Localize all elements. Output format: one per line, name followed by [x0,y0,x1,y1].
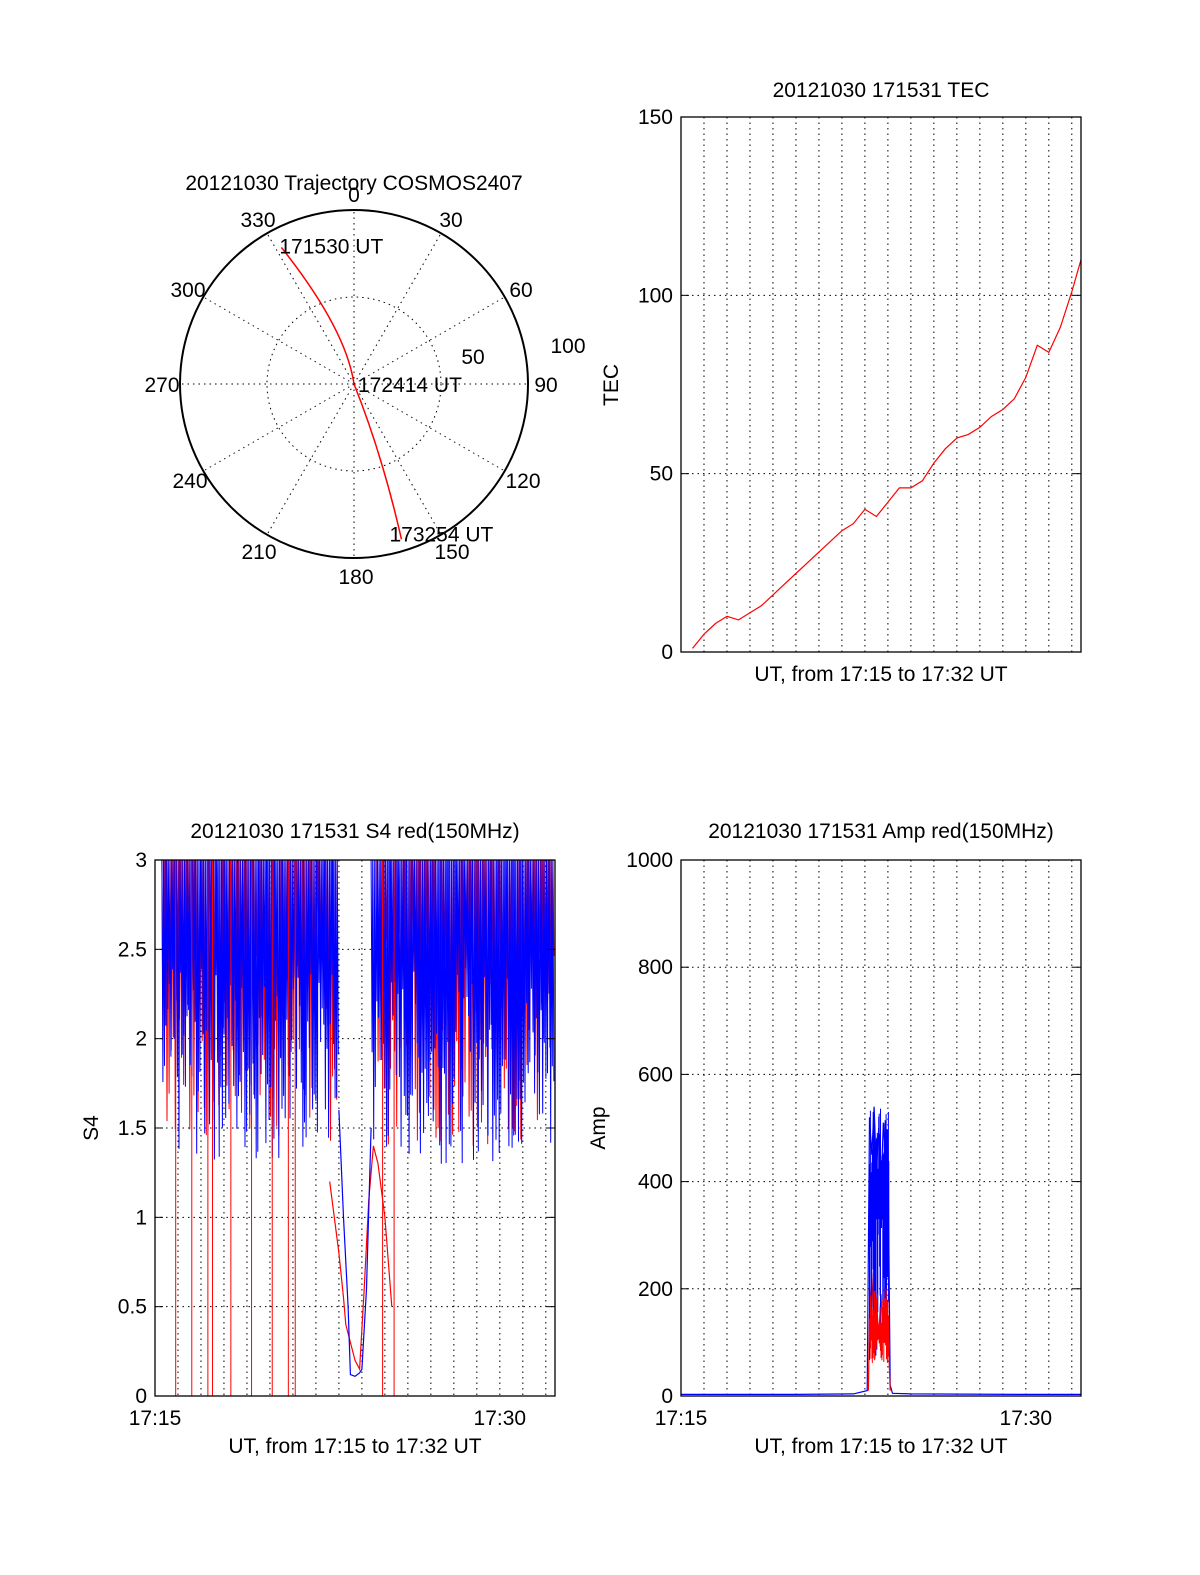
amp-ytick-label: 1000 [626,849,673,872]
s4-title: 20121030 171531 S4 red(150MHz) [190,820,519,843]
polar-angle-label: 210 [241,541,276,564]
s4-series-line [338,1110,372,1377]
s4-series-line [329,1145,393,1372]
polar-outer-ring [179,209,529,559]
tec-ytick-label: 50 [650,463,673,486]
polar-angle-label: 150 [434,541,469,564]
s4-xtick-label: 17:30 [474,1407,527,1430]
s4-ytick-label: 2 [135,1028,147,1051]
trajectory-mid-label: 172414 UT [358,374,462,397]
polar-angle-label: 30 [439,209,462,232]
tec-ytick-label: 150 [638,106,673,129]
amp-y-axis-label: Amp [587,1106,610,1149]
s4-ytick-label: 3 [135,849,147,872]
tec-ytick-label: 100 [638,284,673,307]
polar-angle-label: 300 [170,279,205,302]
polar-radial-label: 100 [550,335,585,358]
polar-spoke [266,383,355,535]
polar-angle-label: 330 [240,209,275,232]
amp-ytick-label: 800 [638,956,673,979]
s4-plot: 20121030 171531 S4 red(150MHz) 0 0.5 1 1.5 2… [80,820,556,1458]
s4-ytick-label: 2.5 [118,938,147,961]
polar-angle-label: 120 [505,470,540,493]
s4-xtick-label: 17:15 [129,1407,182,1430]
amp-frame [680,859,1082,1397]
polar-spoke [266,233,355,385]
tec-title: 20121030 171531 TEC [773,79,990,102]
polar-spoke [353,233,442,385]
tec-y-axis-label: TEC [600,364,623,406]
polar-radial-label: 50 [461,346,484,369]
tec-x-axis-label: UT, from 17:15 to 17:32 UT [754,663,1007,686]
tec-ytick-label: 0 [661,641,673,664]
trajectory-start-label: 171530 UT [279,235,383,258]
polar-spoke [353,383,505,472]
s4-y-axis-label: S4 [80,1115,103,1141]
amp-ytick-label: 0 [661,1385,673,1408]
amp-ytick-label: 400 [638,1171,673,1194]
s4-blue-noise [161,859,555,1164]
amp-ytick-label: 600 [638,1063,673,1086]
polar-angle-label: 180 [338,566,373,589]
s4-ytick-label: 0 [135,1385,147,1408]
s4-ytick-label: 1 [135,1206,147,1229]
amp-blue-burst [869,1108,890,1360]
tec-series-line [692,259,1082,649]
s4-x-axis-label: UT, from 17:15 to 17:32 UT [228,1435,481,1458]
polar-spoke [203,296,355,385]
trajectory-track-line [280,246,403,540]
trajectory-polar-plot: 20121030 Trajectory COSMOS2407 0 30 60 90 12… [144,172,585,589]
polar-angle-label: 0 [348,184,360,207]
s4-frame [154,859,556,1397]
tec-frame [680,116,1082,653]
tec-plot: 20121030 171531 TEC 0 50 100 150 TEC UT, fr… [600,79,1082,686]
amp-ytick-label: 200 [638,1278,673,1301]
amp-title: 20121030 171531 Amp red(150MHz) [708,820,1054,843]
s4-ytick-label: 1.5 [118,1117,147,1140]
polar-spoke [203,383,355,472]
amp-xtick-label: 17:15 [655,1407,708,1430]
polar-inner-ring [266,296,442,472]
polar-spoke [353,296,505,385]
polar-angle-label: 90 [534,374,557,397]
trajectory-end-label: 173254 UT [389,523,493,546]
amp-x-axis-label: UT, from 17:15 to 17:32 UT [754,1435,1007,1458]
s4-ytick-label: 0.5 [118,1296,147,1319]
polar-angle-label: 60 [509,279,532,302]
trajectory-title: 20121030 Trajectory COSMOS2407 [185,172,522,195]
polar-angle-label: 240 [172,470,207,493]
amp-xtick-label: 17:30 [1000,1407,1053,1430]
amp-red-burst [869,1288,890,1363]
polar-angle-label: 270 [144,374,179,397]
polar-spoke [353,383,442,535]
amp-plot: 20121030 171531 Amp red(150MHz) 0 200 400 6… [587,820,1082,1458]
